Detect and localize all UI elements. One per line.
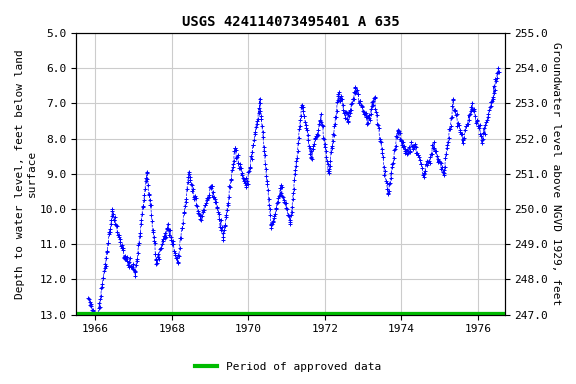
- Y-axis label: Groundwater level above NGVD 1929, feet: Groundwater level above NGVD 1929, feet: [551, 42, 561, 305]
- Legend: Period of approved data: Period of approved data: [191, 358, 385, 377]
- Title: USGS 424114073495401 A 635: USGS 424114073495401 A 635: [181, 15, 399, 29]
- Y-axis label: Depth to water level, feet below land
surface: Depth to water level, feet below land su…: [15, 49, 37, 299]
